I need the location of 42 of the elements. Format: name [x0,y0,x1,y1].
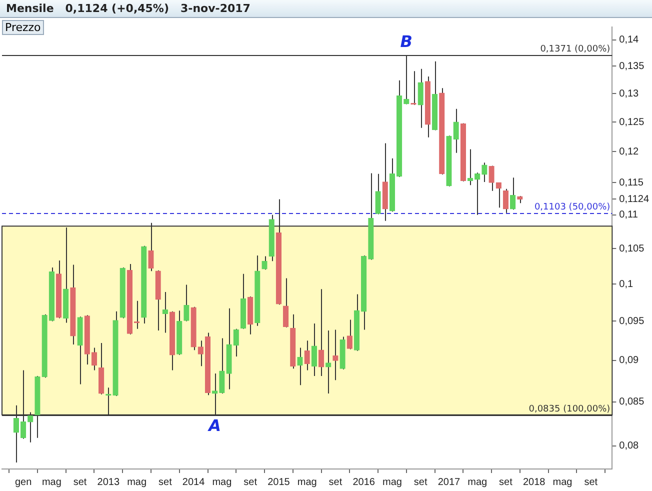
x-tick-label: 2014 [182,476,206,488]
x-tick-label: mag [42,476,62,488]
x-tick-label: set [414,476,428,488]
annotation: B [400,32,413,52]
x-tick-label: set [328,476,342,488]
x-tick-label: set [158,476,172,488]
y-tick-label: 0,095 [619,316,645,327]
x-tick-label: gen [14,476,32,488]
y-tick-label: 0,12 [619,146,640,158]
y-tick-label: 0,11 [619,210,638,221]
y-tick-label: 0,125 [619,116,645,128]
y-tick-label: 0,09 [619,355,640,366]
y-tick-label: 0,105 [619,243,645,254]
x-tick-label: mag [127,476,147,488]
x-tick-label: mag [382,476,402,488]
x-tick-label: 2018 [522,476,546,488]
annotation: A [206,416,222,436]
x-tick-label: set [73,476,87,488]
y-tick-label: 0,1 [619,278,634,290]
y-tick-label: 0,085 [619,396,645,408]
x-tick-label: 2015 [268,476,290,488]
x-tick-label: mag [552,476,572,488]
y-tick-label: 0,115 [619,177,644,188]
y-tick-label: 0,13 [619,88,640,100]
y-tick-label: 0,08 [619,440,640,452]
ref-line-label: 0,1371 (0,00%) [540,44,610,54]
x-tick-label: set [584,476,598,488]
x-tick-label: mag [468,476,488,488]
ref-line-label: 0,0835 (100,00%) [528,404,610,414]
x-tick-label: set [244,476,258,488]
x-tick-label: mag [212,476,232,488]
chart-title: Mensile 0,1124 (+0,45%) 3-nov-2017 [0,0,652,18]
y-tick-label: 0,1124 [619,194,650,205]
x-tick-label: set [499,476,513,488]
x-tick-label: 2013 [97,476,120,488]
x-tick-label: mag [297,476,317,488]
y-axis-title: Prezzo [2,20,44,35]
x-tick-label: 2017 [438,476,461,488]
y-tick-label: 0,14 [619,34,640,46]
y-tick-label: 0,135 [619,60,645,72]
x-tick-label: 2016 [352,476,376,488]
ref-line-label: 0,1103 (50,00%) [534,202,610,212]
